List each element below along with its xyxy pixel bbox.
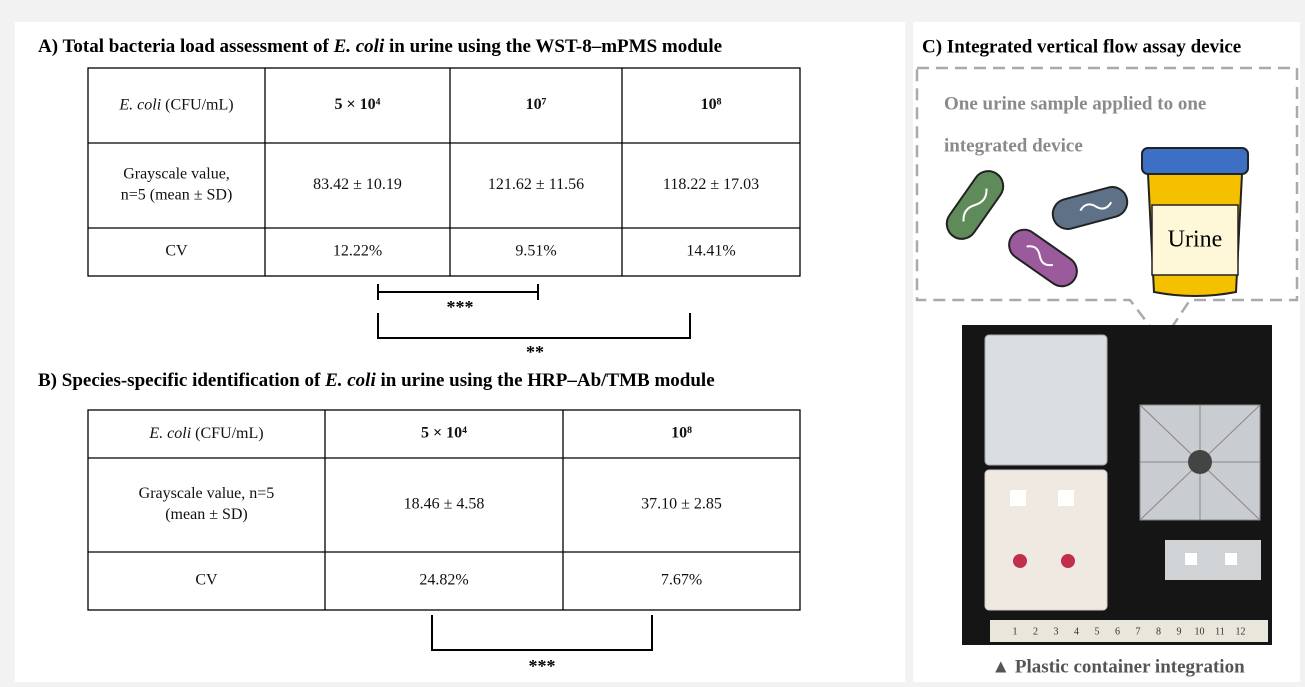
table-cell: 121.62 ± 11.56: [488, 176, 584, 193]
ruler-label: 7: [1136, 626, 1141, 637]
header-cell: 5 × 10⁴: [421, 425, 467, 442]
title-italic: E. coli: [333, 36, 385, 57]
title-text: in urine using the WST-8–mPMS module: [384, 36, 722, 57]
table-cell: 37.10 ± 2.85: [641, 496, 722, 513]
table-cell: 18.46 ± 4.58: [404, 496, 485, 513]
photo-caption: ▲ Plastic container integration: [991, 656, 1245, 677]
significance-label: **: [526, 342, 544, 362]
ruler-label: 8: [1156, 626, 1161, 637]
ruler-label: 1: [1013, 626, 1018, 637]
table-cell: 118.22 ± 17.03: [663, 176, 759, 193]
header-label: E. coli (CFU/mL): [148, 425, 263, 442]
title-text: in urine using the HRP–Ab/TMB module: [376, 370, 715, 391]
ruler-label: 12: [1236, 626, 1246, 637]
ruler-label: 11: [1215, 626, 1225, 637]
title-text: A) Total bacteria load assessment of: [38, 36, 334, 57]
table-cell: 7.67%: [661, 572, 702, 589]
ruler-label: 9: [1177, 626, 1182, 637]
urine-jar: [1142, 148, 1248, 296]
ruler-label: 5: [1095, 626, 1100, 637]
callout-text: One urine sample applied to one: [944, 93, 1206, 114]
ruler-label: 6: [1115, 626, 1120, 637]
page: *** ** *** C) Integrated vertical flow a…: [0, 0, 1305, 687]
header-italic: E. coli: [118, 96, 161, 113]
row-label: n=5 (mean ± SD): [121, 187, 233, 204]
significance-label: ***: [529, 656, 556, 676]
row-label: CV: [195, 572, 218, 589]
header-text: (CFU/mL): [191, 425, 263, 442]
device-photo: [962, 325, 1272, 645]
title-text: B) Species-specific identification of: [38, 370, 325, 391]
header-cell: 10⁷: [526, 96, 547, 113]
panel-title: C) Integrated vertical flow assay device: [922, 36, 1241, 57]
header-label: E. coli (CFU/mL): [118, 96, 233, 113]
panel-title: B) Species-specific identification of E.…: [38, 370, 715, 391]
row-label: Grayscale value,: [123, 166, 230, 183]
row-label: (mean ± SD): [165, 506, 248, 523]
row-label: Grayscale value, n=5: [139, 485, 275, 502]
row-label: CV: [165, 243, 188, 260]
table-cell: 83.42 ± 10.19: [313, 176, 402, 193]
callout-text: integrated device: [944, 135, 1083, 156]
header-italic: E. coli: [148, 425, 191, 442]
jar-label: Urine: [1168, 227, 1223, 253]
ruler-label: 10: [1195, 626, 1205, 637]
header-cell: 5 × 10⁴: [335, 96, 381, 113]
table-cell: 12.22%: [333, 243, 382, 260]
ruler-label: 2: [1033, 626, 1038, 637]
ruler-label: 4: [1074, 626, 1079, 637]
panel-title: A) Total bacteria load assessment of E. …: [38, 36, 722, 57]
ruler-label: 3: [1054, 626, 1059, 637]
figure: *** ** *** C) Integrated vertical flow a…: [0, 0, 1305, 687]
title-italic: E. coli: [324, 370, 376, 391]
table-cell: 24.82%: [419, 572, 468, 589]
table-cell: 14.41%: [686, 243, 735, 260]
header-cell: 10⁸: [671, 425, 692, 442]
header-text: (CFU/mL): [161, 96, 233, 113]
significance-label: ***: [447, 297, 474, 317]
header-cell: 10⁸: [701, 96, 722, 113]
table-cell: 9.51%: [515, 243, 556, 260]
